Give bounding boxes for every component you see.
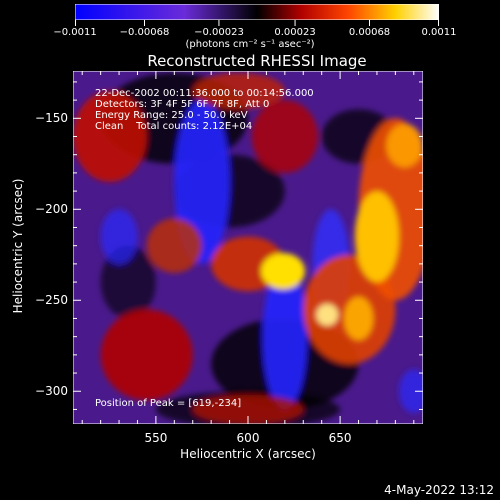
emission-region: [192, 72, 285, 110]
peak-annotation: Position of Peak = [619,-234]: [95, 398, 242, 409]
emission-region: [343, 296, 374, 341]
x-axis-label: Heliocentric X (arcsec): [180, 447, 316, 461]
colorbar-ticks: [75, 20, 439, 26]
emission-region: [192, 394, 304, 424]
y-axis-label: Heliocentric Y (arcsec): [11, 178, 25, 314]
colorbar-tick-label: −0.00068: [119, 27, 170, 38]
colorbar-units: (photons cm⁻² s⁻¹ asec⁻²): [185, 39, 315, 50]
clean-annotation: Clean Total counts: 2.12E+04: [95, 121, 253, 132]
emission-region: [100, 309, 193, 401]
y-tick-label: −250: [35, 293, 68, 308]
emission-region: [386, 123, 423, 168]
emission-region: [399, 369, 423, 414]
colorbar-tick-label: 0.0011: [421, 27, 457, 38]
colorbar-tick-label: −0.0011: [53, 27, 97, 38]
emission-region: [262, 263, 307, 410]
heatmap-plot: [73, 71, 423, 424]
y-tick-label: −300: [35, 384, 68, 399]
emission-region: [100, 209, 138, 264]
timestamp: 4-May-2022 13:12: [384, 483, 494, 497]
emission-region: [354, 191, 400, 283]
y-tick-label: −150: [35, 111, 68, 126]
emission-region: [146, 218, 202, 273]
emission-region: [251, 100, 318, 173]
x-tick-label: 650: [328, 431, 352, 445]
detectors-annotation: Detectors: 3F 4F 5F 6F 7F 8F, Att 0: [95, 99, 270, 110]
x-tick-label: 600: [236, 431, 260, 445]
colorbar-tick-label: 0.00023: [274, 27, 316, 38]
y-tick-label: −200: [35, 202, 68, 217]
emission-region: [100, 245, 156, 319]
x-tick-label: 550: [144, 431, 168, 445]
energy-annotation: Energy Range: 25.0 - 50.0 keV: [95, 110, 248, 121]
colorbar: [75, 4, 439, 20]
emission-region: [260, 252, 306, 290]
colorbar-tick-label: 0.00068: [348, 27, 391, 38]
time-range-annotation: 22-Dec-2002 00:11:36.000 to 00:14:56.000: [95, 88, 314, 99]
chart-title: Reconstructed RHESSI Image: [147, 52, 367, 70]
colorbar-tick-label: −0.00023: [194, 27, 244, 38]
emission-region: [316, 303, 339, 326]
emission-region: [73, 91, 147, 182]
